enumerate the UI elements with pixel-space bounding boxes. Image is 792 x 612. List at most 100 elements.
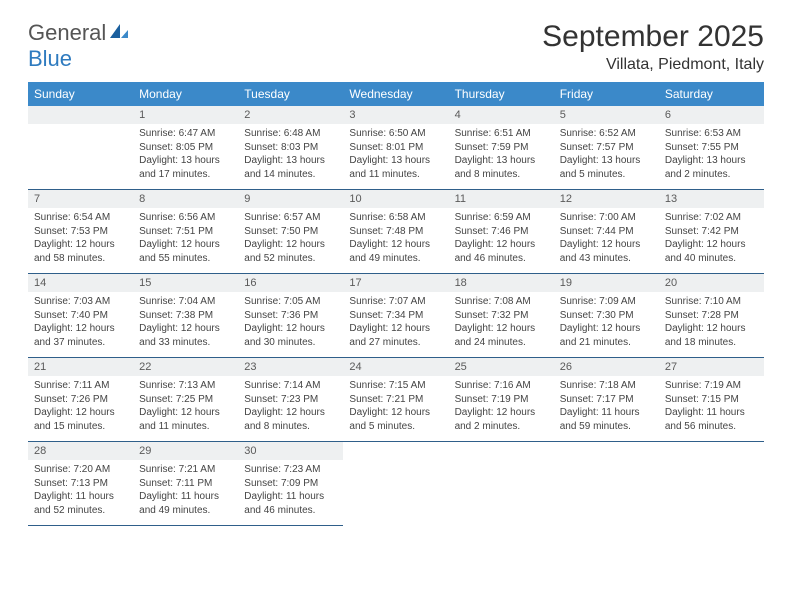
sunrise: Sunrise: 7:07 AM [349,295,442,309]
day-cell: Sunrise: 6:48 AMSunset: 8:03 PMDaylight:… [238,124,343,190]
day-cell: Sunrise: 7:11 AMSunset: 7:26 PMDaylight:… [28,376,133,442]
sunrise: Sunrise: 7:00 AM [560,211,653,225]
day-content-row: Sunrise: 7:11 AMSunset: 7:26 PMDaylight:… [28,376,764,442]
day-number: 21 [28,358,133,377]
title-block: September 2025 Villata, Piedmont, Italy [542,20,764,74]
daylight: Daylight: 12 hours and 52 minutes. [244,238,337,265]
daylight: Daylight: 13 hours and 14 minutes. [244,154,337,181]
daylight: Daylight: 12 hours and 24 minutes. [455,322,548,349]
daylight: Daylight: 11 hours and 46 minutes. [244,490,337,517]
day-number: 18 [449,274,554,293]
sunrise: Sunrise: 7:09 AM [560,295,653,309]
sunset: Sunset: 7:57 PM [560,141,653,155]
day-number-row: 282930 [28,442,764,461]
sunset: Sunset: 7:53 PM [34,225,127,239]
sunset: Sunset: 7:34 PM [349,309,442,323]
day-content-row: Sunrise: 7:03 AMSunset: 7:40 PMDaylight:… [28,292,764,358]
sunrise: Sunrise: 7:15 AM [349,379,442,393]
sunset: Sunset: 7:09 PM [244,477,337,491]
day-cell: Sunrise: 7:23 AMSunset: 7:09 PMDaylight:… [238,460,343,526]
sunrise: Sunrise: 6:50 AM [349,127,442,141]
day-number: 20 [659,274,764,293]
sunset: Sunset: 7:28 PM [665,309,758,323]
daylight: Daylight: 12 hours and 58 minutes. [34,238,127,265]
sunrise: Sunrise: 6:47 AM [139,127,232,141]
daylight: Daylight: 12 hours and 15 minutes. [34,406,127,433]
calendar-body: 123456Sunrise: 6:47 AMSunset: 8:05 PMDay… [28,106,764,526]
day-number: 30 [238,442,343,461]
day-cell: Sunrise: 7:02 AMSunset: 7:42 PMDaylight:… [659,208,764,274]
day-number: 25 [449,358,554,377]
daylight: Daylight: 12 hours and 46 minutes. [455,238,548,265]
sail-icon [108,27,130,44]
weekday-header: Monday [133,82,238,106]
day-number: 26 [554,358,659,377]
sunset: Sunset: 7:36 PM [244,309,337,323]
day-number: 12 [554,190,659,209]
sunrise: Sunrise: 7:03 AM [34,295,127,309]
day-cell: Sunrise: 7:00 AMSunset: 7:44 PMDaylight:… [554,208,659,274]
day-number: 13 [659,190,764,209]
daylight: Daylight: 13 hours and 2 minutes. [665,154,758,181]
day-number: 5 [554,106,659,124]
weekday-header-row: Sunday Monday Tuesday Wednesday Thursday… [28,82,764,106]
day-number: 11 [449,190,554,209]
day-cell: Sunrise: 7:19 AMSunset: 7:15 PMDaylight:… [659,376,764,442]
month-title: September 2025 [542,20,764,54]
day-cell: Sunrise: 7:10 AMSunset: 7:28 PMDaylight:… [659,292,764,358]
sunset: Sunset: 7:15 PM [665,393,758,407]
day-cell: Sunrise: 6:53 AMSunset: 7:55 PMDaylight:… [659,124,764,190]
daylight: Daylight: 12 hours and 49 minutes. [349,238,442,265]
sunset: Sunset: 7:38 PM [139,309,232,323]
day-cell: Sunrise: 6:51 AMSunset: 7:59 PMDaylight:… [449,124,554,190]
sunset: Sunset: 7:55 PM [665,141,758,155]
sunrise: Sunrise: 7:04 AM [139,295,232,309]
daylight: Daylight: 11 hours and 59 minutes. [560,406,653,433]
day-cell: Sunrise: 7:14 AMSunset: 7:23 PMDaylight:… [238,376,343,442]
daylight: Daylight: 12 hours and 30 minutes. [244,322,337,349]
day-number: 9 [238,190,343,209]
page: General Blue September 2025 Villata, Pie… [0,0,792,546]
day-cell: Sunrise: 6:59 AMSunset: 7:46 PMDaylight:… [449,208,554,274]
sunset: Sunset: 7:26 PM [34,393,127,407]
sunrise: Sunrise: 6:53 AM [665,127,758,141]
sunrise: Sunrise: 6:58 AM [349,211,442,225]
daylight: Daylight: 12 hours and 33 minutes. [139,322,232,349]
sunrise: Sunrise: 7:08 AM [455,295,548,309]
sunrise: Sunrise: 7:20 AM [34,463,127,477]
day-cell [554,460,659,526]
calendar-table: Sunday Monday Tuesday Wednesday Thursday… [28,82,764,526]
weekday-header: Saturday [659,82,764,106]
day-number-row: 78910111213 [28,190,764,209]
sunrise: Sunrise: 7:18 AM [560,379,653,393]
day-number: 7 [28,190,133,209]
sunset: Sunset: 7:25 PM [139,393,232,407]
day-cell: Sunrise: 7:20 AMSunset: 7:13 PMDaylight:… [28,460,133,526]
daylight: Daylight: 11 hours and 49 minutes. [139,490,232,517]
sunset: Sunset: 7:51 PM [139,225,232,239]
day-cell: Sunrise: 7:15 AMSunset: 7:21 PMDaylight:… [343,376,448,442]
day-cell: Sunrise: 7:18 AMSunset: 7:17 PMDaylight:… [554,376,659,442]
day-number: 22 [133,358,238,377]
day-cell [28,124,133,190]
sunrise: Sunrise: 7:14 AM [244,379,337,393]
day-cell: Sunrise: 6:47 AMSunset: 8:05 PMDaylight:… [133,124,238,190]
day-number: 6 [659,106,764,124]
daylight: Daylight: 12 hours and 21 minutes. [560,322,653,349]
sunrise: Sunrise: 6:57 AM [244,211,337,225]
brand-part2: Blue [28,46,72,71]
daylight: Daylight: 11 hours and 56 minutes. [665,406,758,433]
sunrise: Sunrise: 6:48 AM [244,127,337,141]
sunset: Sunset: 7:23 PM [244,393,337,407]
sunset: Sunset: 7:32 PM [455,309,548,323]
weekday-header: Tuesday [238,82,343,106]
daylight: Daylight: 12 hours and 8 minutes. [244,406,337,433]
sunset: Sunset: 7:48 PM [349,225,442,239]
day-number: 19 [554,274,659,293]
day-cell [659,460,764,526]
daylight: Daylight: 12 hours and 37 minutes. [34,322,127,349]
daylight: Daylight: 12 hours and 2 minutes. [455,406,548,433]
day-number: 1 [133,106,238,124]
sunset: Sunset: 8:03 PM [244,141,337,155]
daylight: Daylight: 12 hours and 40 minutes. [665,238,758,265]
